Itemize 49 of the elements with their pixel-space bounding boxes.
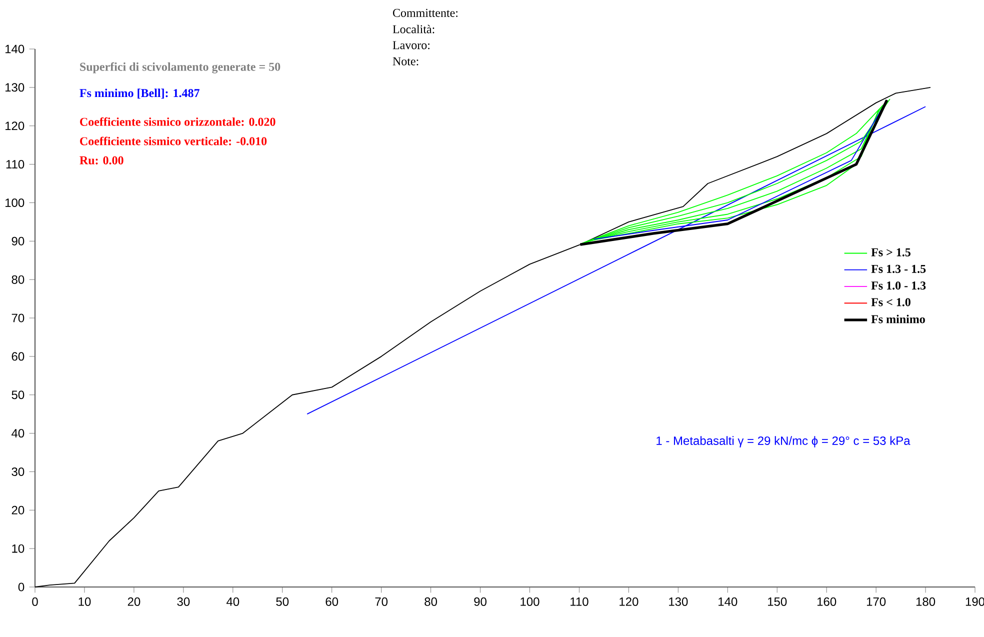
- y-tick-label: 100: [6, 198, 24, 207]
- text: Località:: [392, 24, 434, 34]
- y-tick-label: 120: [6, 122, 24, 130]
- annotation: Fs minimo [Bell]: 1.487: [80, 88, 200, 99]
- annotation: Note:: [392, 57, 418, 66]
- legend-label: Fs > 1.5: [871, 248, 910, 256]
- x-tick-label: 160: [817, 597, 836, 606]
- x-tick-label: 0: [32, 597, 38, 606]
- legend-label: Fs < 1.0: [871, 298, 910, 306]
- x-tick-label: 130: [669, 597, 688, 606]
- y-tick-label: 130: [6, 83, 24, 92]
- y-tick-label: 70: [12, 314, 24, 322]
- x-tick-label: 100: [520, 597, 540, 606]
- annotation: Ru: 0.00: [80, 156, 124, 164]
- x-tick-label: 50: [276, 597, 289, 606]
- legend-label: Fs 1.0 - 1.3: [871, 281, 926, 290]
- annotation: 1 - Metabasalti γ = 29 kN/mc ϕ = 29° c = 53 kPa: [656, 436, 910, 448]
- annotation: Coefficiente sismico verticale: -0.010: [80, 136, 267, 146]
- x-tick-label: 60: [326, 597, 338, 606]
- x-tick-label: 10: [78, 597, 91, 606]
- legend-label: Fs 1.3 - 1.5: [871, 264, 926, 273]
- x-tick-label: 110: [570, 597, 588, 606]
- x-tick-label: 80: [424, 597, 438, 606]
- x-tick-label: 150: [768, 597, 787, 606]
- y-tick-label: 80: [12, 275, 24, 284]
- y-tick-label: 20: [12, 506, 24, 514]
- y-tick-label: 90: [12, 236, 24, 246]
- y-tick-label: 60: [12, 352, 24, 361]
- y-tick-label: 110: [6, 160, 24, 169]
- y-tick-label: 0: [18, 582, 24, 592]
- x-tick-label: 30: [177, 597, 190, 606]
- x-tick-label: 90: [474, 597, 486, 606]
- x-tick-label: 20: [128, 597, 140, 606]
- text: Committente:: [392, 8, 458, 18]
- annotation: Coefficiente sismico orizzontale: 0.020: [80, 117, 276, 126]
- y-tick-label: 140: [6, 44, 24, 54]
- x-tick-label: 180: [916, 597, 936, 606]
- annotation: Superfici di scivolamento generate = 50: [80, 62, 280, 74]
- x-tick-label: 70: [375, 597, 388, 606]
- annotation: Lavoro:: [392, 41, 430, 50]
- y-tick-label: 50: [12, 390, 24, 400]
- y-tick-label: 10: [12, 544, 24, 553]
- y-tick-label: 40: [12, 429, 24, 438]
- legend-label: Fs minimo: [871, 314, 925, 324]
- x-tick-label: 120: [620, 597, 638, 606]
- x-tick-label: 40: [226, 597, 240, 606]
- x-tick-label: 170: [866, 597, 886, 606]
- x-tick-label: 140: [718, 597, 738, 606]
- y-tick-label: 30: [12, 467, 24, 476]
